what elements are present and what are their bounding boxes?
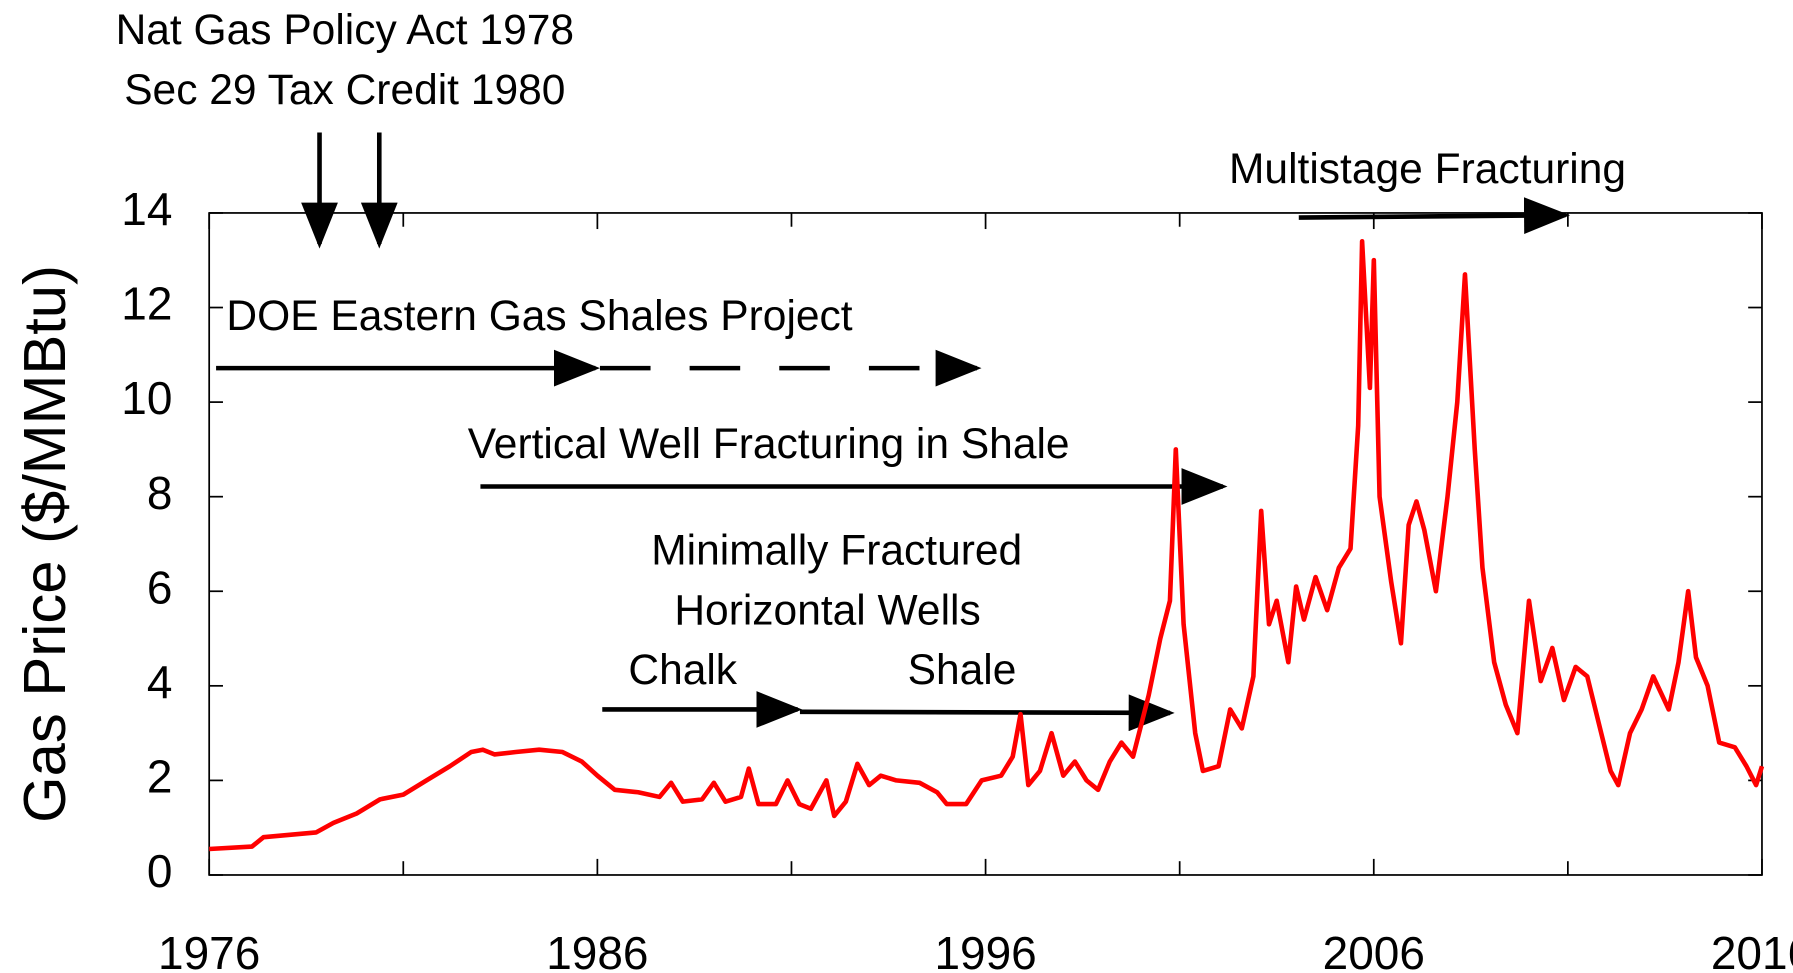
annotation: Minimally Fractured [651, 528, 1022, 575]
arrows [216, 132, 1571, 732]
x-tick-label: 1996 [934, 927, 1036, 973]
y-tick-label: 12 [121, 278, 172, 330]
y-tick-label: 8 [147, 467, 173, 519]
annotation: Sec 29 Tax Credit 1980 [124, 67, 565, 114]
y-tick-label: 14 [121, 183, 172, 235]
annotation: Horizontal Wells [674, 587, 980, 634]
annotation: DOE Eastern Gas Shales Project [226, 293, 852, 340]
price-line [209, 239, 1765, 852]
y-axis-label: Gas Price ($/MMBtu) [11, 265, 78, 823]
annotation: Shale [908, 647, 1017, 694]
y-tick-label: 6 [147, 561, 173, 613]
annotation: Multistage Fracturing [1229, 146, 1626, 193]
y-tick-label: 0 [147, 845, 173, 897]
annotation: Nat Gas Policy Act 1978 [116, 7, 574, 54]
y-tick-label: 2 [147, 751, 173, 803]
arrow [1298, 197, 1571, 234]
y-tick-label: 4 [147, 656, 173, 708]
x-tick-label: 1986 [546, 927, 648, 973]
x-tick-label: 2016 [1711, 927, 1793, 973]
x-tick-label: 1976 [158, 927, 260, 973]
x-tick-label: 2006 [1323, 927, 1425, 973]
annotation: Chalk [628, 647, 737, 694]
y-tick-label: 10 [121, 372, 172, 424]
annotation: Vertical Well Fracturing in Shale [468, 421, 1070, 468]
arrow [799, 694, 1175, 732]
